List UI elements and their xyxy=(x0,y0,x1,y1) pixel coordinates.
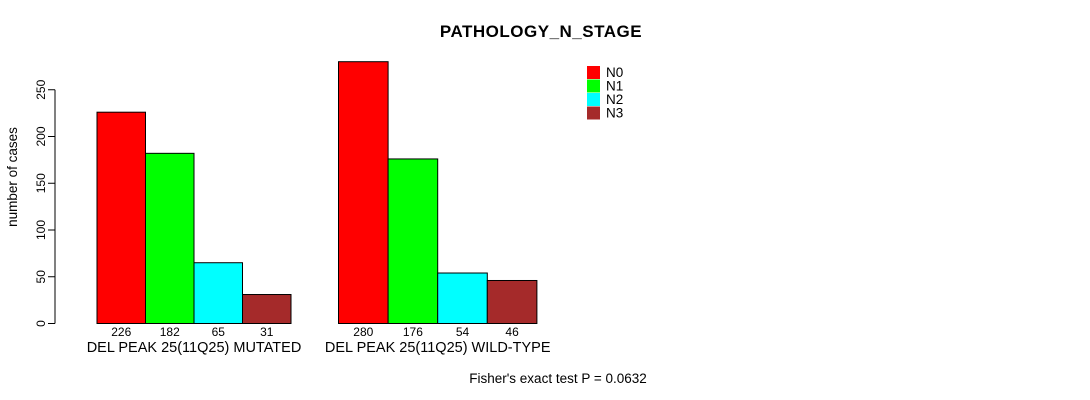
bar-value-label: 182 xyxy=(160,325,180,339)
bar-value-label: 65 xyxy=(212,325,226,339)
bar-N3 xyxy=(242,294,292,325)
bar-N2 xyxy=(193,262,243,325)
bars xyxy=(96,61,538,325)
legend-swatch-N3 xyxy=(587,106,600,120)
y-tick-label: 250 xyxy=(34,79,48,99)
y-tick-label: 50 xyxy=(34,270,48,284)
y-tick-label: 0 xyxy=(34,320,48,327)
legend-label-N1: N1 xyxy=(606,79,623,94)
legend-label-N2: N2 xyxy=(606,92,623,107)
bar-N1 xyxy=(387,158,439,324)
bar-value-label: 176 xyxy=(403,325,423,339)
y-tick-label: 100 xyxy=(34,220,48,240)
bar-N0 xyxy=(96,111,146,324)
bar-value-label: 54 xyxy=(456,325,470,339)
legend-swatch-N2 xyxy=(587,93,600,106)
group-label: DEL PEAK 25(11Q25) MUTATED xyxy=(87,340,302,356)
footer-note: Fisher's exact test P = 0.0632 xyxy=(469,371,647,386)
bar-N3 xyxy=(486,279,538,324)
legend-swatch-N1 xyxy=(587,79,600,93)
bar-N0 xyxy=(338,61,389,324)
bar-value-label: 31 xyxy=(260,325,274,339)
legend-label-N3: N3 xyxy=(606,106,623,121)
y-tick-label: 150 xyxy=(34,173,48,193)
bar-value-label: 46 xyxy=(505,325,519,339)
y-tick-label: 200 xyxy=(34,126,48,146)
y-axis: 0 50 100 150 200 250 xyxy=(34,79,56,327)
bar-N2 xyxy=(437,272,488,325)
chart-title: PATHOLOGY_N_STAGE xyxy=(440,22,642,41)
y-axis-label: number of cases xyxy=(5,127,20,227)
group-label: DEL PEAK 25(11Q25) WILD-TYPE xyxy=(325,340,551,356)
bar-value-label: 226 xyxy=(111,325,131,339)
bar-value-label: 280 xyxy=(353,325,373,339)
legend-swatch-N0 xyxy=(587,66,600,79)
bar-N1 xyxy=(145,152,195,324)
legend-label-N0: N0 xyxy=(606,65,623,80)
